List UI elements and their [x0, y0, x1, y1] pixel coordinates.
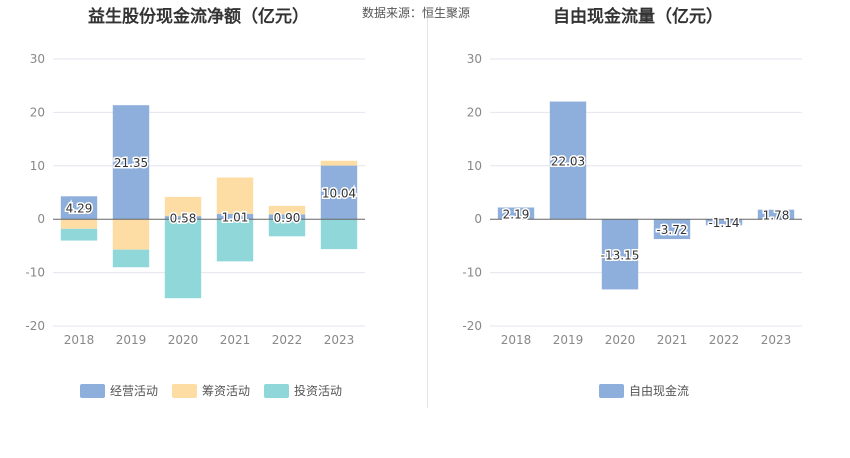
bar-投资活动-2022 — [268, 219, 306, 237]
bar-经营活动-2018 — [60, 196, 98, 220]
legend: 经营活动 筹资活动 投资活动 — [80, 382, 356, 399]
bar-自由现金流-2019 — [549, 101, 587, 220]
legend-label: 自由现金流 — [629, 384, 690, 398]
bar-筹资活动-2021 — [216, 177, 254, 214]
data-label: 1.78 — [763, 208, 790, 222]
bar-筹资活动-2018 — [60, 219, 98, 229]
legend-swatch — [264, 383, 290, 398]
cash-flow-net-chart-panel: 益生股份现金流净额（亿元） 30 20 10 0 -10 -20 4.29 21.35 0.58… — [25, 7, 365, 399]
bar-经营活动-2022 — [268, 214, 306, 220]
x-tick-label: 2021 — [657, 333, 688, 347]
y-tick-label: 30 — [467, 52, 482, 66]
x-tick-label: 2019 — [553, 333, 584, 347]
x-tick-label: 2023 — [324, 333, 355, 347]
panel-divider — [427, 8, 428, 408]
legend-item[interactable]: 自由现金流 — [599, 382, 689, 399]
legend-label: 投资活动 — [294, 384, 343, 398]
y-tick-label: -20 — [462, 319, 482, 333]
bar-自由现金流-2021 — [653, 219, 691, 240]
chart-title: 益生股份现金流净额（亿元） — [88, 7, 309, 27]
y-tick-label: 10 — [30, 159, 45, 173]
data-label: 0.58 — [170, 212, 197, 226]
legend-label: 经营活动 — [110, 384, 159, 398]
data-label: 10.04 — [322, 186, 356, 200]
bar-投资活动-2018 — [60, 228, 98, 241]
y-tick-label: -20 — [25, 319, 45, 333]
legend-label: 筹资活动 — [202, 384, 251, 398]
legend-item[interactable]: 投资活动 — [264, 382, 342, 399]
bar-自由现金流-2018 — [497, 207, 535, 220]
data-label: 1.01 — [222, 211, 249, 225]
bar-投资活动-2021 — [216, 219, 254, 262]
bar-自由现金流-2020 — [601, 219, 639, 290]
y-tick-label: 30 — [30, 52, 45, 66]
legend-swatch — [599, 383, 624, 398]
legend-item[interactable]: 筹资活动 — [172, 382, 250, 399]
legend-swatch — [172, 383, 198, 398]
cash-flow-net-chart: 30 20 10 0 -10 -20 4.29 21.35 0.58 1.01 0.90 10.04 2… — [25, 52, 365, 347]
legend-swatch — [80, 383, 105, 398]
y-tick-label: -10 — [25, 266, 45, 280]
bar-投资活动-2019 — [112, 249, 150, 268]
x-tick-label: 2018 — [501, 333, 532, 347]
data-label: -3.72 — [656, 223, 687, 237]
bar-筹资活动-2022 — [268, 205, 306, 215]
y-tick-label: 10 — [467, 159, 482, 173]
data-label: -1.14 — [708, 216, 739, 230]
x-tick-label: 2021 — [220, 333, 251, 347]
bar-经营活动-2019 — [112, 105, 150, 220]
data-label: 2.19 — [503, 207, 530, 221]
y-tick-label: 0 — [37, 212, 45, 226]
bar-投资活动-2020 — [164, 219, 202, 299]
bar-筹资活动-2020 — [164, 196, 202, 217]
data-label: -13.15 — [601, 248, 640, 262]
x-tick-label: 2022 — [709, 333, 740, 347]
data-label: 4.29 — [66, 202, 93, 216]
bar-自由现金流-2023 — [757, 209, 795, 220]
x-tick-label: 2018 — [64, 333, 95, 347]
bar-自由现金流-2022 — [705, 219, 743, 226]
x-tick-label: 2023 — [761, 333, 792, 347]
x-tick-label: 2019 — [116, 333, 147, 347]
bar-经营活动-2021 — [216, 213, 254, 220]
bar-投资活动-2023 — [320, 219, 358, 250]
chart-title: 自由现金流量（亿元） — [553, 7, 723, 27]
legend: 自由现金流 — [599, 382, 703, 399]
x-tick-label: 2022 — [272, 333, 303, 347]
y-tick-label: 20 — [30, 105, 45, 119]
y-tick-label: -10 — [462, 266, 482, 280]
bar-经营活动-2023 — [320, 165, 358, 220]
bar-筹资活动-2019 — [112, 219, 150, 250]
free-cash-flow-chart-panel: 自由现金流量（亿元） 30 20 10 0 -10 -20 2.19 22.03 -13.15 -… — [428, 0, 850, 458]
y-tick-label: 0 — [474, 212, 482, 226]
x-tick-label: 2020 — [168, 333, 199, 347]
data-label: 22.03 — [551, 154, 585, 168]
y-tick-label: 20 — [467, 105, 482, 119]
legend-item[interactable]: 经营活动 — [80, 382, 158, 399]
free-cash-flow-chart: 30 20 10 0 -10 -20 2.19 22.03 -13.15 -3.72 -1.14 1.… — [462, 52, 802, 347]
data-label: 21.35 — [114, 156, 148, 170]
x-tick-label: 2020 — [605, 333, 636, 347]
bar-经营活动-2020 — [164, 216, 202, 220]
bar-筹资活动-2023 — [320, 160, 358, 166]
data-source-label: 数据来源：恒生聚源 — [362, 6, 471, 20]
data-label: 0.90 — [274, 211, 301, 225]
